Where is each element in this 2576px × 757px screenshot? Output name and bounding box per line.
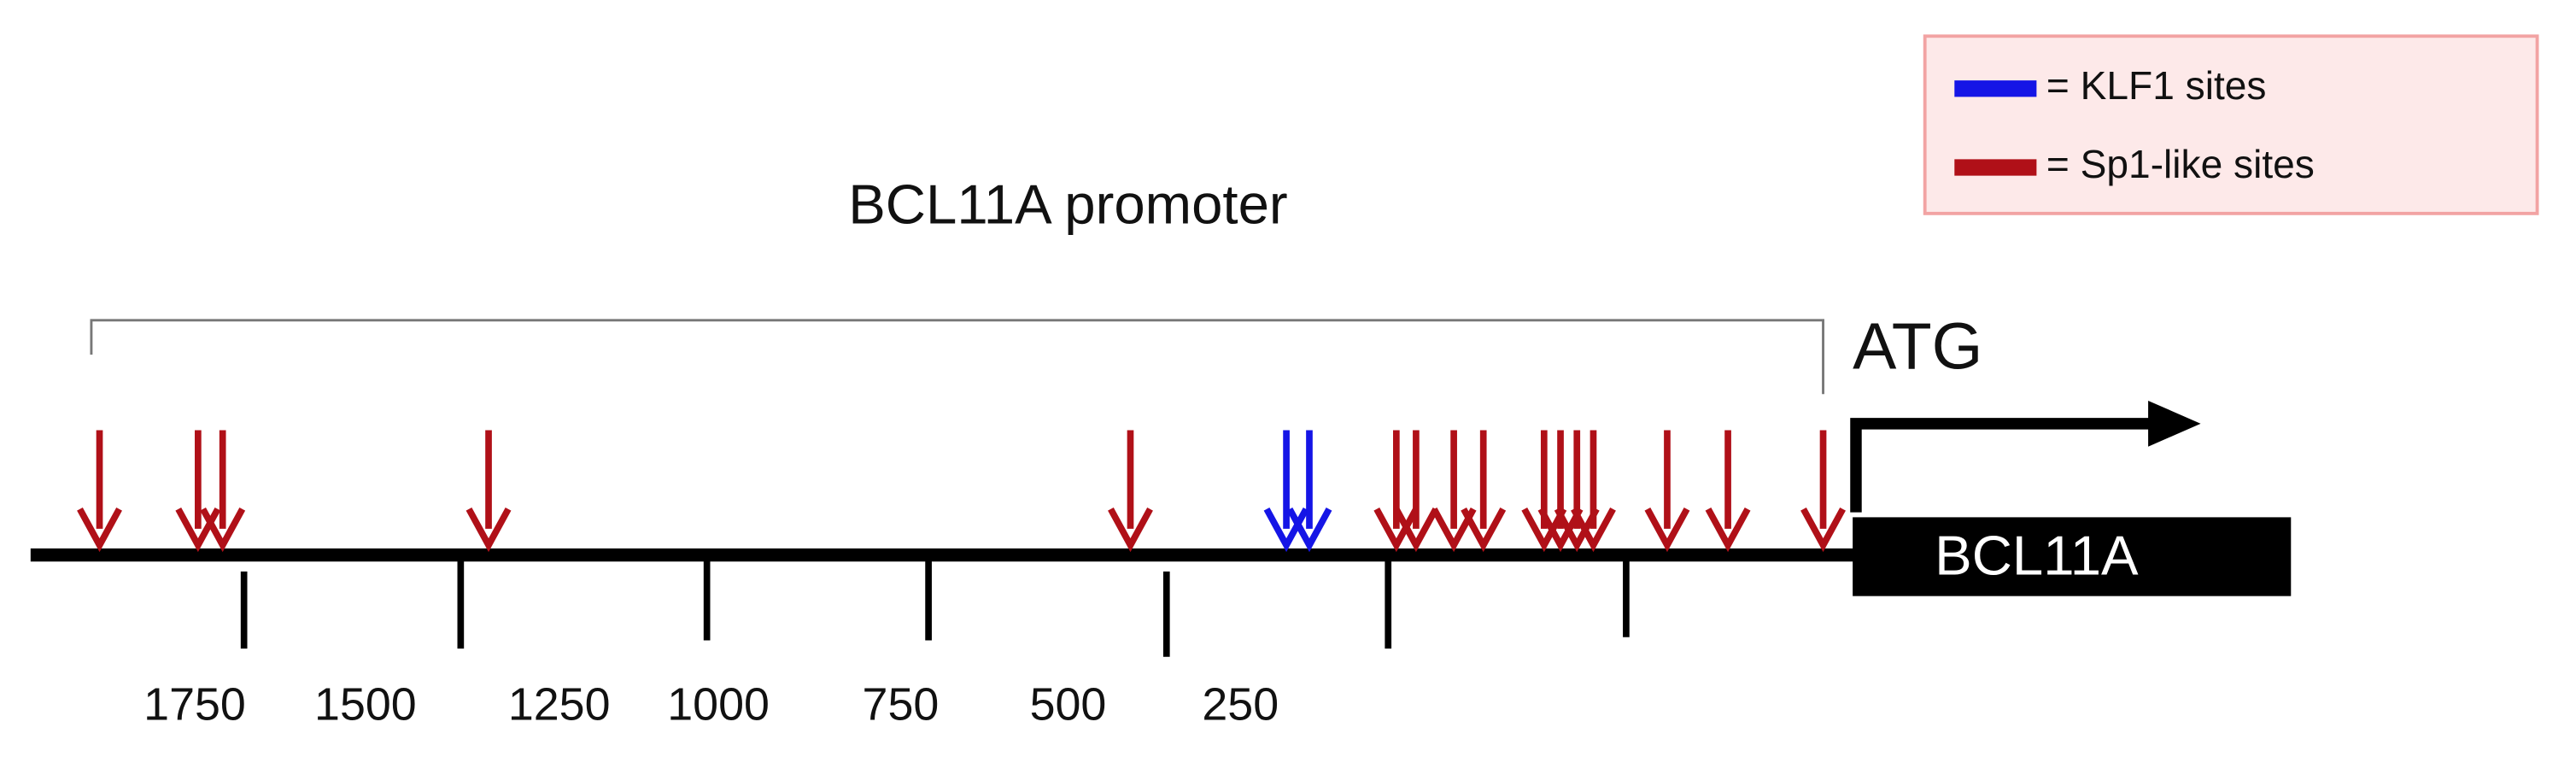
legend-box — [1923, 34, 2539, 215]
site-arrow-head — [1705, 507, 1751, 553]
legend-klf1: = KLF1 sites — [2046, 63, 2267, 108]
scale-label: 1500 — [314, 679, 417, 731]
site-arrow-head — [1800, 507, 1846, 553]
scale-label: 1750 — [143, 679, 246, 731]
tss-arrow-head — [2148, 400, 2201, 447]
site-arrow-head — [1373, 507, 1420, 553]
scale-label: 750 — [863, 679, 940, 731]
title: BCL11A promoter — [848, 173, 1287, 235]
site-arrow-head — [77, 507, 122, 553]
legend-sp1: = Sp1-like sites — [2046, 142, 2315, 186]
scale-label: 1000 — [667, 679, 770, 731]
site-arrow-head — [1286, 507, 1332, 553]
promoter-bracket — [90, 319, 1824, 395]
scale-ticks: 1750 1500 1250 1000 750 500 250 — [143, 558, 1630, 731]
scale-label: 1250 — [508, 679, 611, 731]
gene-box — [1853, 517, 2292, 596]
site-arrow-head — [1461, 507, 1507, 553]
atg-label: ATG — [1853, 310, 1982, 384]
site-arrow-head — [1644, 507, 1690, 553]
scale-label: 250 — [1202, 679, 1279, 731]
site-arrow-head — [1571, 507, 1616, 553]
gene-label: BCL11A — [1935, 525, 2139, 587]
site-arrow-head — [200, 507, 246, 553]
site-arrow-head — [465, 507, 512, 553]
site-arrows — [77, 430, 1846, 553]
scale-label: 500 — [1030, 679, 1107, 731]
tss-arrow — [1850, 418, 2155, 513]
site-arrow-head — [1108, 507, 1153, 553]
site-arrow-head — [1393, 507, 1439, 553]
